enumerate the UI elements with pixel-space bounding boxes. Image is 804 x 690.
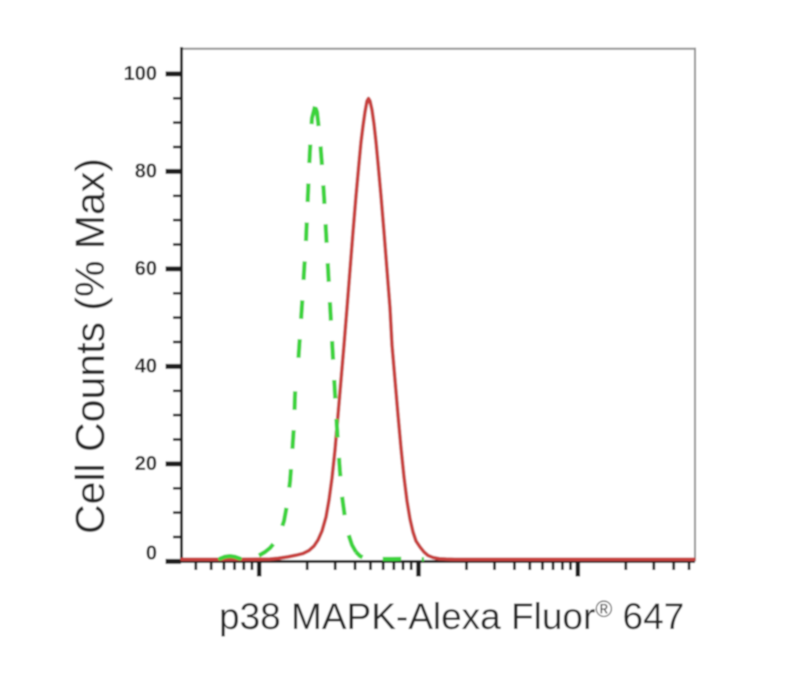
svg-text:60: 60	[135, 258, 157, 280]
svg-text:Cell Counts (% Max): Cell Counts (% Max)	[67, 158, 113, 534]
svg-text:0: 0	[146, 543, 157, 565]
svg-text:p38 MAPK-Alexa Fluor® 647: p38 MAPK-Alexa Fluor® 647	[219, 596, 684, 637]
svg-text:100: 100	[124, 63, 157, 85]
svg-text:40: 40	[135, 355, 157, 377]
svg-text:20: 20	[135, 453, 157, 475]
svg-text:80: 80	[135, 160, 157, 182]
